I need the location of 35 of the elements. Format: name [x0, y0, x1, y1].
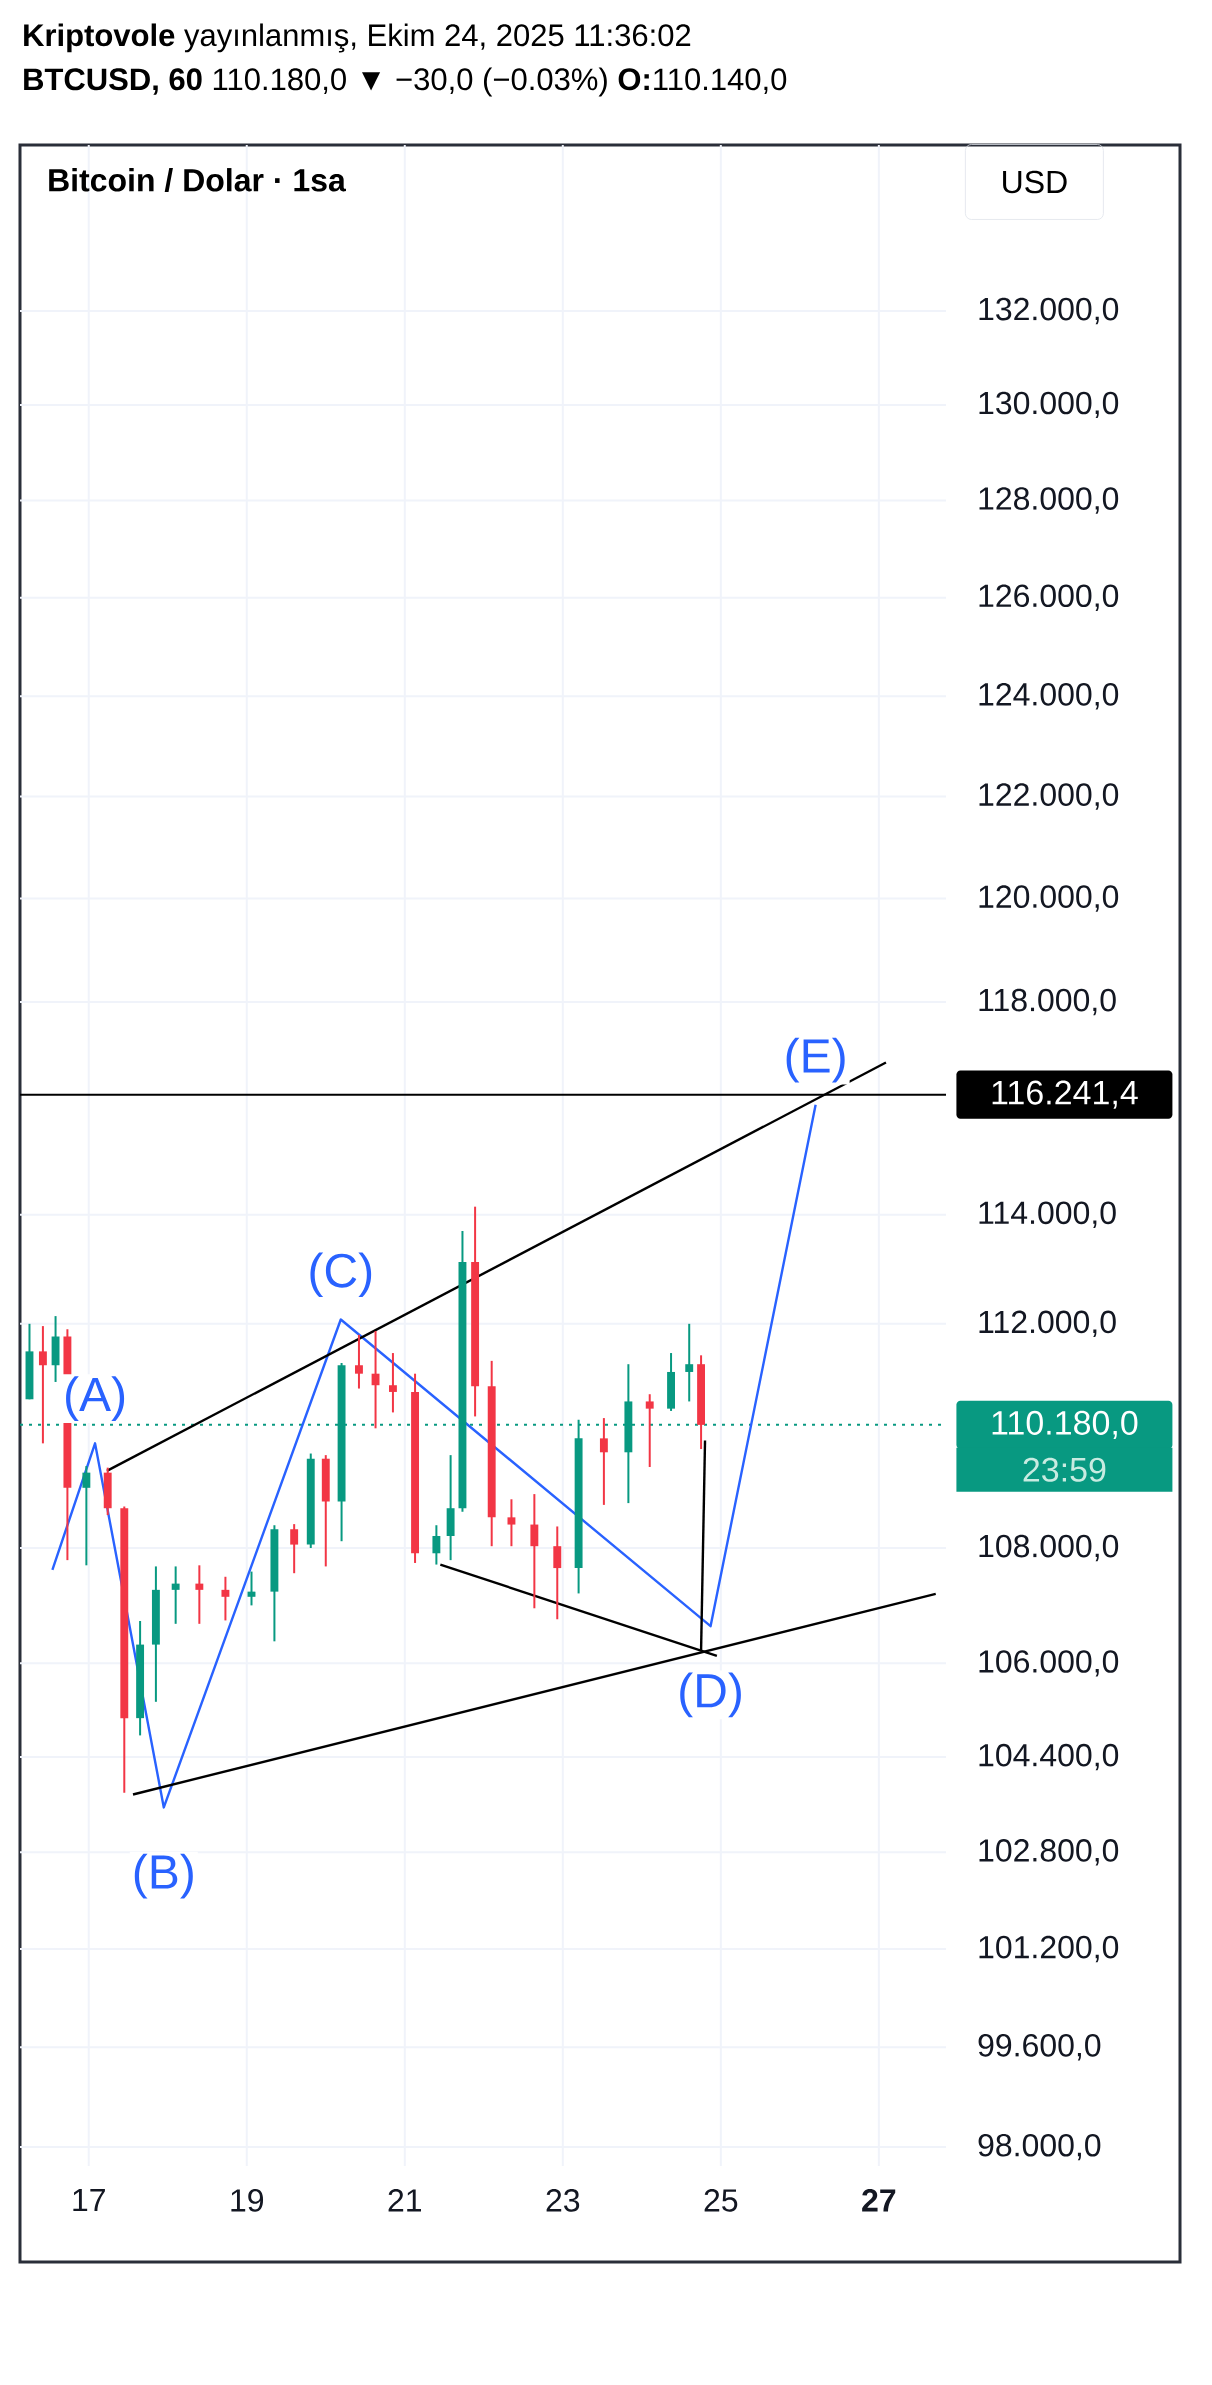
y-tick-label: 102.800,0 — [979, 1839, 1119, 1866]
x-tick-label: 25 — [704, 2189, 738, 2212]
y-tick-label: 98.000,0 — [978, 2133, 1101, 2161]
y-tick-label: 106.000,0 — [979, 1650, 1119, 1677]
ref-line-label: 110.180,0 — [992, 1410, 1138, 1439]
chart-subtitle: Kriptovole yayınlanmış, Ekim 24, 2025 11:36:02 — [24, 23, 691, 53]
annotation: (B) — [134, 1853, 193, 1899]
x-tick-label: 23 — [546, 2189, 580, 2212]
text: Bitcoin / Dolar · 1sa — [49, 168, 346, 192]
x-tick-label: 21 — [388, 2189, 421, 2212]
y-tick-label: 124.000,0 — [979, 683, 1119, 710]
y-tick-label: 132.000,0 — [979, 297, 1119, 325]
y-tick-label: 126.000,0 — [979, 584, 1119, 611]
y-tick-label: 99.600,0 — [978, 2034, 1101, 2061]
annotation: (A) — [66, 1376, 125, 1421]
y-tick-label: 122.000,0 — [979, 783, 1119, 810]
y-tick-label: 104.400,0 — [979, 1743, 1119, 1771]
y-tick-label: 120.000,0 — [979, 885, 1119, 912]
annotation: (D) — [680, 1672, 741, 1718]
y-tick-label: 101.200,0 — [979, 1935, 1119, 1963]
y-tick-label: 114.000,0 — [979, 1201, 1116, 1228]
y-tick-label: 112.000,0 — [979, 1310, 1116, 1338]
y-tick-label: 128.000,0 — [979, 487, 1119, 514]
x-tick-label: 17 — [73, 2189, 105, 2212]
ref-line-label: 116.241,4 — [992, 1080, 1138, 1109]
text: BTCUSD, 60 110.180,0 ▼ −30,0 (−0.03%) O:110.140,0 — [24, 67, 787, 97]
y-tick-label: 118.000,0 — [979, 988, 1116, 1016]
annotation: (E) — [786, 1037, 845, 1083]
text: USD — [1003, 170, 1067, 194]
x-tick-label: 19 — [231, 2189, 264, 2212]
annotation: (C) — [310, 1252, 372, 1298]
y-tick-label: 130.000,0 — [979, 391, 1119, 419]
x-tick-label: 27 — [862, 2189, 896, 2212]
text: 23:59 — [1023, 1457, 1106, 1482]
y-tick-label: 108.000,0 — [979, 1534, 1119, 1562]
